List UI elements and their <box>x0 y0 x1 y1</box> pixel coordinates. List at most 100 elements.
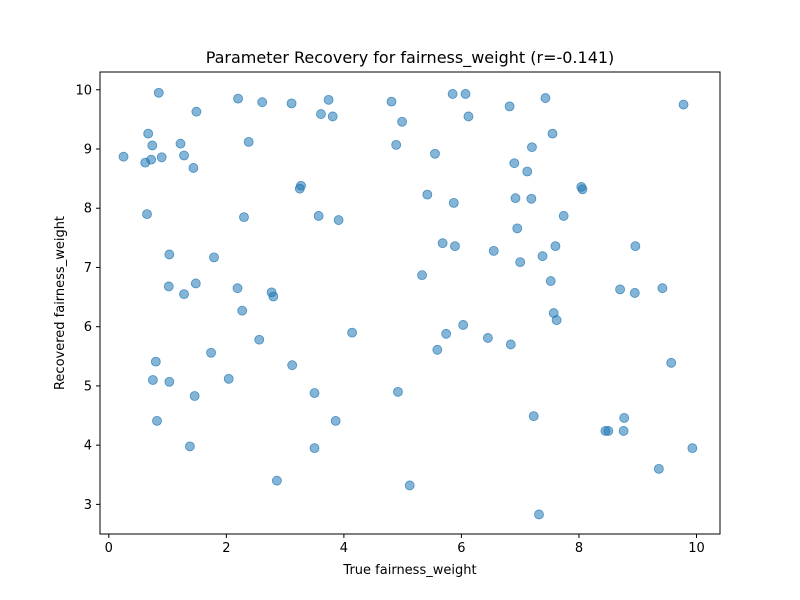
data-point <box>447 89 458 99</box>
data-point <box>391 139 402 150</box>
x-tick-label: 10 <box>688 541 705 556</box>
data-point <box>558 211 569 221</box>
data-point <box>430 148 440 159</box>
y-tick-label: 5 <box>84 379 92 394</box>
data-point <box>206 347 216 358</box>
data-point <box>526 193 537 204</box>
chart-title: Parameter Recovery for fairness_weight (… <box>206 48 615 68</box>
data-point <box>404 480 415 491</box>
data-point <box>143 128 154 139</box>
data-point <box>522 166 533 177</box>
data-point <box>316 109 326 119</box>
data-point <box>309 443 320 454</box>
data-point <box>547 128 558 139</box>
data-point <box>545 276 556 286</box>
points-layer <box>118 87 698 520</box>
data-point <box>268 291 279 302</box>
data-point <box>629 288 640 298</box>
data-point <box>510 193 521 204</box>
data-point <box>323 94 334 105</box>
data-point <box>147 375 158 385</box>
data-point <box>163 281 174 292</box>
x-tick-label: 2 <box>222 541 230 556</box>
y-tick-label: 3 <box>84 498 92 513</box>
data-point <box>209 252 219 263</box>
x-tick-label: 0 <box>105 541 113 556</box>
y-tick-label: 6 <box>84 320 92 335</box>
data-point <box>422 189 433 200</box>
data-point <box>450 241 460 252</box>
data-point <box>164 376 175 387</box>
y-axis: 3 4 5 6 7 8 9 10 <box>75 83 100 513</box>
data-point <box>551 315 562 326</box>
data-point <box>179 289 189 300</box>
data-point <box>504 101 515 112</box>
data-point <box>577 184 588 195</box>
x-tick-label: 6 <box>457 541 465 556</box>
data-point <box>153 87 164 98</box>
data-point <box>657 283 668 294</box>
data-point <box>550 241 561 252</box>
data-point <box>188 163 199 173</box>
data-point <box>630 241 641 252</box>
data-point <box>458 320 469 330</box>
data-point <box>460 89 471 99</box>
data-point <box>618 426 629 436</box>
x-axis-label: True fairness_weight <box>342 563 476 578</box>
y-tick-label: 7 <box>84 261 92 276</box>
data-point <box>488 245 499 256</box>
data-point <box>327 111 338 122</box>
data-point <box>619 413 630 423</box>
data-point <box>666 357 677 368</box>
data-point <box>313 211 324 221</box>
data-point <box>393 386 403 397</box>
x-tick-label: 8 <box>575 541 583 556</box>
y-tick-label: 4 <box>84 439 92 454</box>
data-point <box>437 238 448 249</box>
data-point <box>239 212 249 223</box>
data-point <box>156 152 167 163</box>
data-point <box>482 333 493 343</box>
data-point <box>309 388 320 398</box>
data-point <box>254 334 265 345</box>
data-point <box>232 283 243 294</box>
data-point <box>603 426 614 436</box>
data-point <box>257 97 268 108</box>
y-tick-label: 9 <box>84 143 92 158</box>
data-point <box>512 223 523 234</box>
data-point <box>397 116 407 127</box>
data-point <box>653 463 664 474</box>
data-point <box>615 284 625 295</box>
y-tick-label: 10 <box>75 83 92 98</box>
data-point <box>540 93 551 103</box>
data-point <box>237 305 248 316</box>
data-point <box>190 278 201 289</box>
data-point <box>271 475 282 486</box>
data-point <box>441 328 452 339</box>
x-axis: 0 2 4 6 8 10 <box>105 534 705 556</box>
data-point <box>286 98 297 109</box>
data-point <box>386 96 397 107</box>
data-point <box>678 99 689 110</box>
data-point <box>142 209 152 220</box>
data-point <box>528 411 539 422</box>
data-point <box>463 111 474 122</box>
data-point <box>296 180 306 191</box>
data-point <box>537 251 548 262</box>
data-point <box>448 197 459 208</box>
data-point <box>189 391 200 401</box>
data-point <box>330 415 341 426</box>
data-point <box>175 138 186 149</box>
data-point <box>233 93 244 104</box>
data-point <box>287 360 298 371</box>
plot-frame <box>99 71 721 535</box>
data-point <box>150 356 161 367</box>
y-tick-label: 8 <box>84 202 92 217</box>
data-point <box>333 215 344 225</box>
data-point <box>118 151 129 162</box>
data-point <box>147 140 158 151</box>
x-tick-label: 4 <box>340 541 348 556</box>
data-point <box>223 373 234 384</box>
